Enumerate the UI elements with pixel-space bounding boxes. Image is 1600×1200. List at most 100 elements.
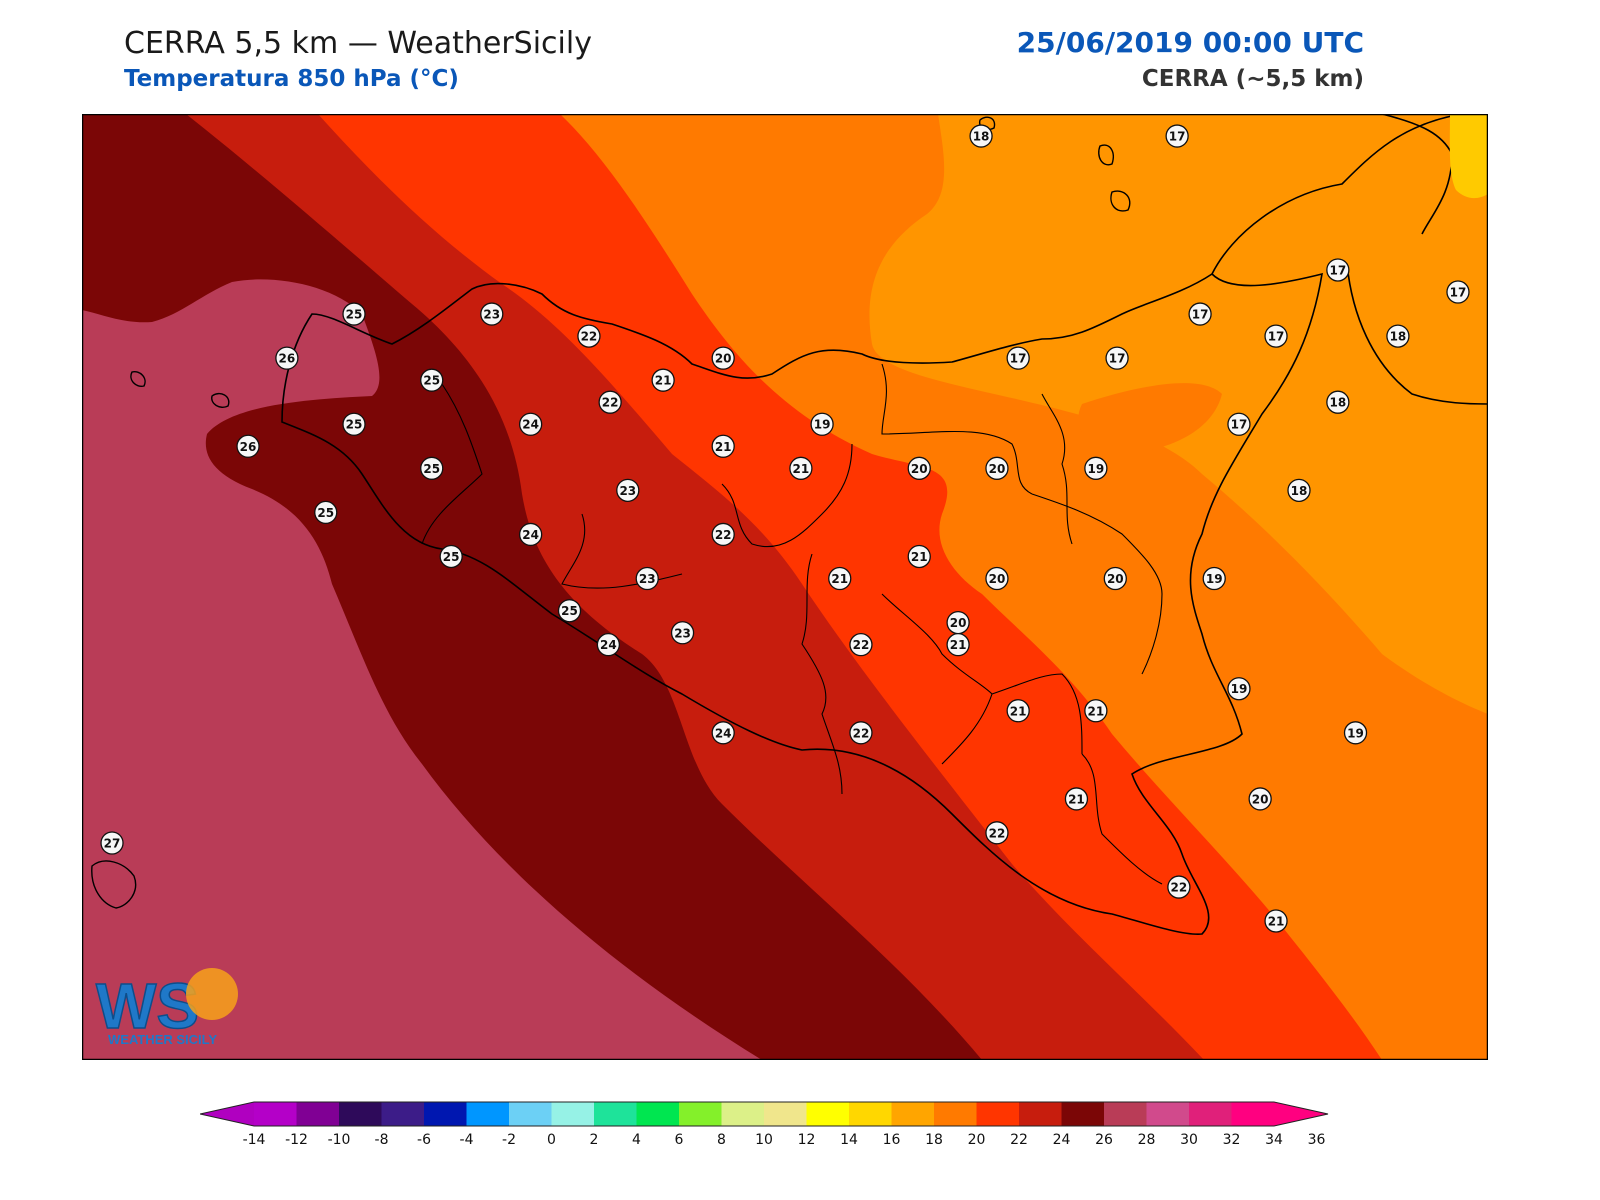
station-dot	[616, 478, 640, 503]
station-marker: 19	[1202, 566, 1226, 591]
station-marker: 17	[1165, 124, 1189, 148]
station-value: 20	[989, 572, 1006, 586]
station-dot	[275, 346, 299, 370]
colorbar-cell	[466, 1102, 510, 1126]
model-label: CERRA (~5,5 km)	[1141, 66, 1364, 92]
colorbar-tick-label: 20	[968, 1132, 986, 1148]
colorbar-cell	[254, 1102, 297, 1126]
colorbar-tick-label: 14	[840, 1132, 858, 1148]
station-dot	[100, 831, 124, 855]
colorbar-cell	[339, 1102, 382, 1126]
station-marker: 26	[236, 434, 260, 458]
station-marker: 18	[969, 124, 993, 148]
station-value: 18	[973, 130, 990, 144]
colorbar-tick-label: 32	[1223, 1132, 1241, 1148]
province-borders	[421, 363, 1163, 885]
station-value: 17	[1192, 308, 1209, 322]
colorbar-cell	[891, 1102, 935, 1126]
colorbar-cell	[721, 1102, 765, 1126]
station-dot	[651, 368, 675, 392]
colorbar-cell	[764, 1102, 807, 1126]
station-dot	[789, 456, 813, 480]
colorbar-tick-label: 6	[675, 1132, 684, 1148]
station-value: 18	[1330, 396, 1347, 410]
station-marker: 20	[907, 456, 931, 480]
station-dot	[1227, 412, 1251, 436]
colorbar-tick-label: 2	[590, 1132, 599, 1148]
colorbar-cell	[976, 1102, 1020, 1126]
colorbar-cell	[381, 1102, 425, 1126]
station-marker: 17	[1105, 346, 1129, 370]
station-marker: 20	[946, 610, 970, 635]
station-marker: 24	[711, 721, 735, 745]
station-marker: 18	[1326, 390, 1350, 414]
colorbar-cell	[296, 1102, 340, 1126]
station-dot	[670, 621, 695, 645]
station-dot	[1386, 324, 1410, 348]
station-marker: 22	[711, 522, 735, 547]
colorbar-cell	[1189, 1102, 1232, 1126]
station-dot	[1165, 124, 1189, 148]
station-dot	[577, 324, 601, 348]
station-dot	[1326, 390, 1350, 414]
station-marker: 21	[1084, 699, 1108, 723]
station-value: 17	[1450, 286, 1467, 300]
station-value: 27	[104, 836, 121, 850]
station-marker: 24	[518, 412, 543, 436]
station-value: 26	[240, 440, 257, 454]
station-value: 23	[674, 626, 691, 640]
station-value: 24	[522, 528, 539, 542]
station-value: 20	[1107, 572, 1124, 586]
station-value: 24	[600, 638, 617, 652]
station-marker: 21	[1264, 909, 1288, 933]
colorbar-tick-label: 0	[547, 1132, 556, 1148]
station-dot	[711, 522, 735, 547]
logo-sun-icon	[186, 968, 238, 1020]
station-marker: 20	[985, 566, 1009, 591]
station-dot	[342, 302, 366, 326]
colorbar-tick-label: -4	[460, 1132, 474, 1148]
colorbar-cell	[1104, 1102, 1147, 1126]
band-t18-20-pocket	[1078, 383, 1222, 454]
station-marker: 21	[946, 632, 970, 657]
map-subtitle: Temperatura 850 hPa (°C)	[124, 66, 459, 92]
colorbar-tick-label: -10	[328, 1132, 351, 1148]
station-value: 25	[317, 506, 334, 520]
colorbar-cell	[806, 1102, 850, 1126]
station-value: 21	[1268, 914, 1285, 928]
station-value: 21	[1068, 792, 1085, 806]
station-marker: 19	[1084, 456, 1108, 480]
station-value: 19	[1206, 572, 1223, 586]
station-value: 24	[522, 418, 539, 432]
colorbar-cell	[551, 1102, 595, 1126]
colorbar-tick-label: 36	[1308, 1132, 1326, 1148]
colorbar-tick-label: -8	[375, 1132, 389, 1148]
station-dot	[480, 302, 504, 326]
station-value: 25	[423, 462, 440, 476]
station-marker: 19	[810, 412, 834, 436]
station-marker: 17	[1264, 324, 1288, 348]
station-value: 21	[1088, 704, 1105, 718]
station-dot	[1264, 909, 1288, 933]
station-value: 20	[715, 352, 732, 366]
station-value: 25	[443, 550, 460, 564]
station-marker: 21	[828, 566, 852, 591]
station-value: 21	[1010, 704, 1027, 718]
station-marker: 22	[849, 632, 873, 657]
station-dot	[1227, 677, 1251, 701]
colorbar-tick-label: 26	[1095, 1132, 1113, 1148]
station-marker: 17	[1227, 412, 1251, 436]
station-value: 21	[715, 440, 732, 454]
colorbar-under-arrow	[200, 1102, 254, 1126]
station-dot	[420, 456, 444, 480]
colorbar-tick-label: 34	[1265, 1132, 1283, 1148]
station-value: 23	[483, 308, 500, 322]
station-value: 21	[911, 550, 928, 564]
station-dot	[711, 434, 735, 458]
station-marker: 26	[275, 346, 299, 370]
station-dot	[596, 632, 621, 657]
colorbar-tick-label: -2	[502, 1132, 516, 1148]
colorbar-tick-label: 16	[883, 1132, 901, 1148]
band-t26-28	[82, 279, 762, 1060]
station-marker: 18	[1287, 478, 1311, 503]
